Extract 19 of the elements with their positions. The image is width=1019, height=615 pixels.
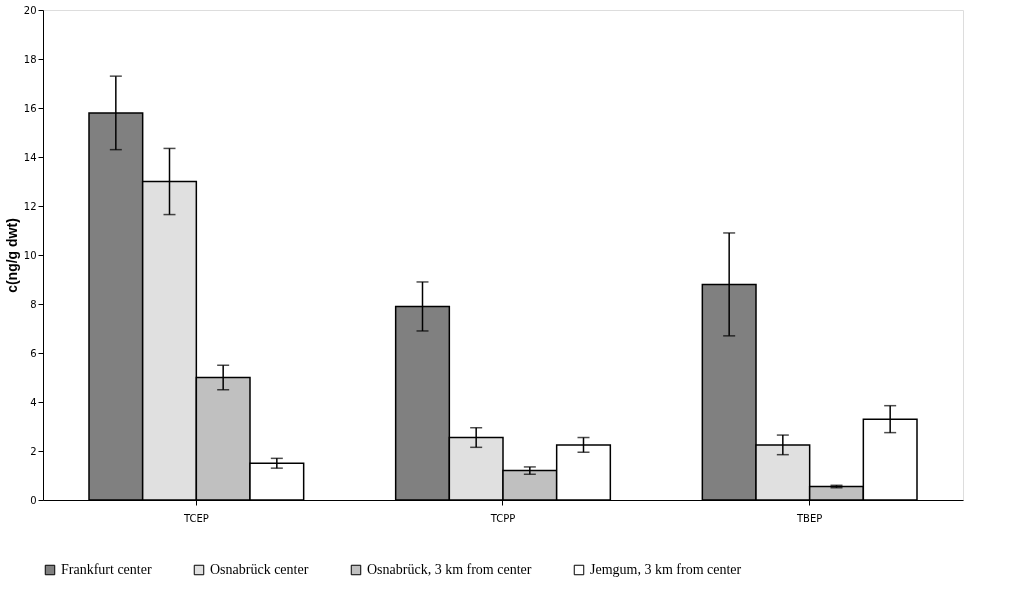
y-tick-label: 20 bbox=[23, 4, 37, 16]
y-axis-title: c(ng/g dwt) bbox=[3, 218, 20, 293]
y-tick-label: 4 bbox=[30, 396, 37, 408]
x-tick-label: TBEP bbox=[796, 512, 823, 524]
y-tick-label: 10 bbox=[23, 249, 37, 261]
y-tick-label: 18 bbox=[23, 53, 37, 65]
y-tick-label: 0 bbox=[30, 494, 37, 506]
y-tick-label: 14 bbox=[23, 151, 37, 163]
legend-label: Osnabrück, 3 km from center bbox=[367, 562, 532, 577]
legend-label: Frankfurt center bbox=[61, 562, 152, 577]
legend-label: Osnabrück center bbox=[210, 562, 309, 577]
y-tick-label: 12 bbox=[23, 200, 37, 212]
y-tick-label: 16 bbox=[23, 102, 37, 114]
x-tick-label: TCEP bbox=[182, 512, 209, 524]
y-tick-label: 6 bbox=[30, 347, 37, 359]
legend-label: Jemgum, 3 km from center bbox=[590, 562, 742, 577]
y-tick-label: 8 bbox=[30, 298, 37, 310]
y-tick-label: 2 bbox=[30, 445, 37, 457]
x-tick-label: TCPP bbox=[489, 512, 516, 524]
